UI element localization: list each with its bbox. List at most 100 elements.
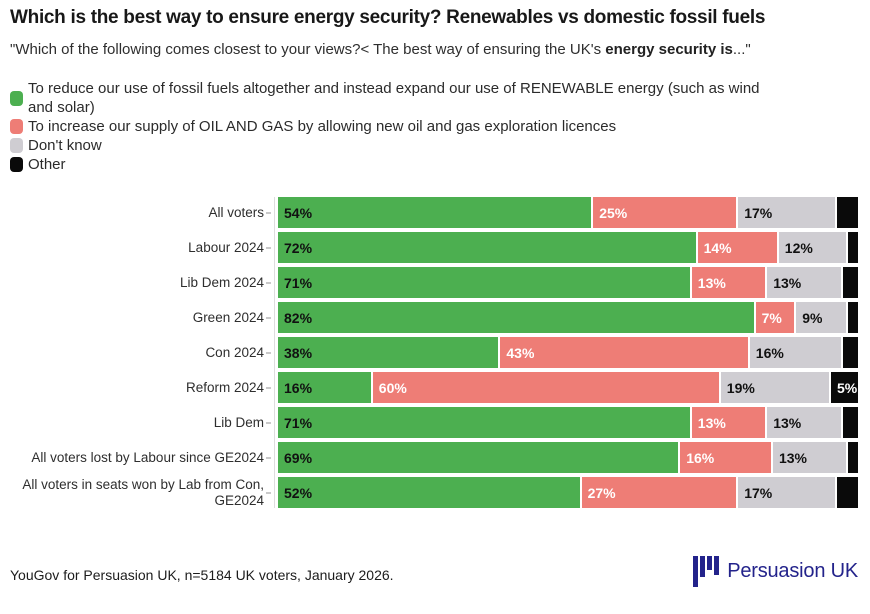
category-label: Labour 2024 (188, 239, 264, 255)
subtitle-suffix: ..." (732, 41, 751, 58)
bar-segment-other (840, 337, 858, 368)
source-note: YouGov for Persuasion UK, n=5184 UK vote… (10, 567, 394, 583)
legend-label: Don't know (28, 137, 102, 154)
bar-segment-dont_know: 17% (736, 197, 835, 228)
bar-stack: 71% 13% 13% (278, 407, 858, 438)
bar-segment-renewables: 71% (278, 407, 690, 438)
chart-row: All voters in seats won by Lab from Con,… (10, 477, 858, 508)
bar-value-label: 16% (755, 344, 784, 361)
legend-item-other: Other (10, 155, 788, 174)
bar-segment-dont_know: 13% (765, 267, 841, 298)
bar-value-label: 17% (744, 484, 773, 501)
bar-stack: 71% 13% 13% (278, 267, 858, 298)
bar-segment-oil_gas: 14% (695, 232, 777, 263)
chart-row: Con 2024 38% 43% 16% (10, 337, 858, 368)
bar-segment-oil_gas: 60% (370, 372, 719, 403)
bar-stack: 72% 14% 12% (278, 232, 858, 263)
chart-row: All voters 54% 25% 17% (10, 197, 858, 228)
bar-value-label: 7% (761, 309, 782, 326)
bar-value-label: 19% (726, 379, 755, 396)
bar-value-label: 72% (284, 239, 313, 256)
bar-segment-oil_gas: 7% (753, 302, 795, 333)
bar-value-label: 25% (599, 204, 628, 221)
legend-label: Other (28, 156, 66, 173)
axis-tick (266, 491, 271, 494)
bar-segment-dont_know: 19% (718, 372, 829, 403)
bar-segment-renewables: 72% (278, 232, 696, 263)
legend-swatch-oil_gas (10, 119, 23, 134)
bar-segment-renewables: 52% (278, 477, 580, 508)
legend-swatch-renewables (10, 90, 23, 106)
subtitle-prefix: "Which of the following comes closest to… (10, 41, 606, 58)
chart-row: Labour 2024 72% 14% 12% (10, 232, 858, 263)
bar-value-label: 69% (284, 449, 313, 466)
chart-row: Reform 2024 16% 60% 19% 5% (10, 372, 858, 403)
category-label: Lib Dem (213, 414, 264, 430)
chart-title: Which is the best way to ensure energy s… (10, 7, 766, 28)
persuasion-uk-logo: Persuasion UK (693, 556, 858, 587)
subtitle-bold: energy security is (605, 41, 733, 58)
chart-row: All voters lost by Labour since GE2024 69… (10, 442, 858, 473)
legend-swatch-dont_know (10, 138, 23, 153)
bar-segment-oil_gas: 25% (591, 197, 737, 228)
chart-subtitle: "Which of the following comes closest to… (10, 41, 751, 58)
legend-label: To increase our supply of OIL AND GAS by… (28, 118, 617, 135)
bar-segment-other (834, 477, 858, 508)
bar-value-label: 27% (587, 484, 616, 501)
bar-value-label: 17% (744, 204, 773, 221)
bar-value-label: 13% (697, 414, 726, 431)
legend-item-oil_gas: To increase our supply of OIL AND GAS by… (10, 117, 788, 136)
bar-stack: 16% 60% 19% 5% (278, 372, 858, 403)
bar-value-label: 43% (506, 344, 535, 361)
bar-value-label: 13% (773, 274, 802, 291)
category-label: Con 2024 (205, 344, 264, 360)
bar-segment-renewables: 38% (278, 337, 499, 368)
bar-segment-oil_gas: 27% (579, 477, 737, 508)
category-label: Lib Dem 2024 (179, 274, 264, 290)
bar-segment-other (846, 302, 858, 333)
axis-tick (266, 246, 271, 249)
bar-segment-dont_know: 12% (776, 232, 847, 263)
bar-value-label: 38% (284, 344, 313, 361)
bar-segment-other (840, 407, 858, 438)
category-label: All voters lost by Labour since GE2024 (31, 449, 264, 465)
bar-segment-other: 5% (828, 372, 858, 403)
axis-tick (266, 456, 271, 459)
chart-row: Lib Dem 71% 13% 13% (10, 407, 858, 438)
axis-tick (266, 421, 271, 424)
bar-segment-dont_know: 16% (747, 337, 841, 368)
bar-chart-logo-icon (693, 556, 720, 587)
bar-value-label: 52% (284, 484, 313, 501)
axis-tick (266, 211, 271, 214)
category-label: All voters in seats won by Lab from Con,… (22, 477, 264, 508)
bar-value-label: 9% (802, 309, 823, 326)
legend-label: To reduce our use of fossil fuels altoge… (28, 80, 760, 116)
logo-wordmark: Persuasion UK (727, 560, 858, 582)
axis-tick (266, 281, 271, 284)
bar-value-label: 13% (773, 414, 802, 431)
bar-segment-renewables: 71% (278, 267, 690, 298)
bar-value-label: 16% (284, 379, 313, 396)
bar-stack: 82% 7% 9% (278, 302, 858, 333)
bar-segment-renewables: 82% (278, 302, 754, 333)
bar-segment-oil_gas: 13% (689, 267, 766, 298)
bar-segment-oil_gas: 43% (498, 337, 748, 368)
category-label: Green 2024 (192, 309, 264, 325)
chart: All voters 54% 25% 17% Labour 2024 72% 14% 12% L… (10, 197, 858, 512)
bar-segment-renewables: 69% (278, 442, 679, 473)
bar-segment-other (834, 197, 858, 228)
axis-tick (266, 316, 271, 319)
bar-segment-oil_gas: 13% (689, 407, 766, 438)
bar-value-label: 13% (697, 274, 726, 291)
bar-stack: 69% 16% 13% (278, 442, 858, 473)
bar-value-label: 54% (284, 204, 313, 221)
chart-row: Green 2024 82% 7% 9% (10, 302, 858, 333)
axis-tick (266, 386, 271, 389)
bar-stack: 52% 27% 17% (278, 477, 858, 508)
bar-value-label: 71% (284, 414, 313, 431)
legend-swatch-other (10, 157, 23, 172)
category-label: All voters (208, 204, 264, 220)
chart-row: Lib Dem 2024 71% 13% 13% (10, 267, 858, 298)
bar-segment-dont_know: 17% (736, 477, 835, 508)
legend-item-renewables: To reduce our use of fossil fuels altoge… (10, 79, 788, 117)
